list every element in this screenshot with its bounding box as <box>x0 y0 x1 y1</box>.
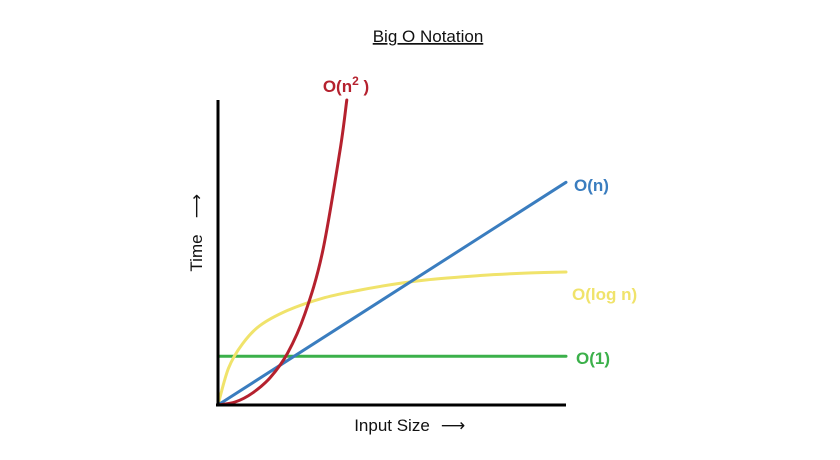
series-label-o-log-n: O(log n) <box>572 285 637 304</box>
series-label-o-n-squared-base: O(n <box>323 77 352 96</box>
series-label-o-n-squared-close: ) <box>359 77 369 96</box>
y-axis-label: Time <box>187 234 206 271</box>
series-label-o-n-squared-exponent: 2 <box>352 74 359 88</box>
series-layer <box>216 98 568 407</box>
series-label-layer: O(n2 ) O(n) O(log n) O(1) <box>323 74 637 368</box>
series-line-o-n <box>216 180 568 407</box>
chart-title: Big O Notation <box>373 27 484 46</box>
x-axis-arrow: ⟶ <box>441 416 465 435</box>
x-axis-label: Input Size <box>354 416 430 435</box>
series-label-o-n-squared: O(n2 ) <box>323 74 369 96</box>
series-line-o-n-squared <box>216 98 349 407</box>
series-line-o-log-n <box>216 270 568 407</box>
series-label-o-1: O(1) <box>576 349 610 368</box>
y-axis-arrow: ⟶ <box>187 194 206 218</box>
series-label-o-n: O(n) <box>574 176 609 195</box>
